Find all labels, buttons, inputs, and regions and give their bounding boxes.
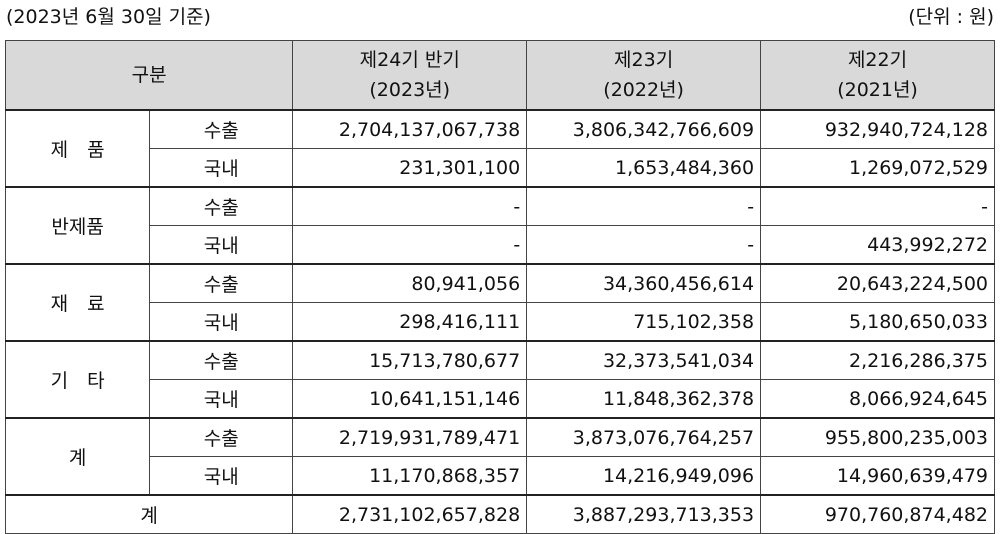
category-cell: 제 품: [4, 109, 151, 188]
value-cell: 1,269,072,529: [760, 148, 995, 188]
sales-table: 구분 제24기 반기 (2023년) 제23기 (2022년) 제22기 (20…: [4, 40, 995, 534]
category-cell: 반제품: [4, 186, 151, 265]
type-cell: 수출: [149, 417, 294, 457]
header-period-2: 제23기 (2022년): [526, 40, 762, 111]
header-period-3-line2: (2021년): [837, 79, 918, 101]
type-cell: 수출: [149, 186, 294, 226]
table-row: 국내 11,170,868,357 14,216,949,096 14,960,639…: [6, 456, 995, 496]
table-body: 제 품 수출 2,704,137,067,738 3,806,342,766,609 9…: [4, 109, 995, 534]
header-row: 구분 제24기 반기 (2023년) 제23기 (2022년) 제22기 (20…: [4, 40, 995, 111]
value-cell: -: [292, 186, 528, 226]
value-cell: 20,643,224,500: [760, 263, 995, 303]
header-period-1-line1: 제24기 반기: [359, 49, 460, 71]
value-cell: 715,102,358: [526, 302, 762, 342]
header-period-1: 제24기 반기 (2023년): [292, 40, 528, 111]
value-cell: 932,940,724,128: [760, 109, 995, 149]
value-cell: 32,373,541,034: [526, 340, 762, 380]
type-cell: 수출: [149, 109, 294, 149]
type-cell: 수출: [149, 263, 294, 303]
total-value-cell: 2,731,102,657,828: [292, 494, 528, 534]
total-row: 계 2,731,102,657,828 3,887,293,713,353 970,7…: [4, 494, 995, 534]
value-cell: 80,941,056: [292, 263, 528, 303]
value-cell: 11,848,362,378: [526, 379, 762, 419]
header-category: 구분: [4, 40, 294, 111]
value-cell: 11,170,868,357: [292, 456, 528, 496]
value-cell: 8,066,924,645: [760, 379, 995, 419]
total-label: 계: [4, 494, 294, 534]
category-cell: 재 료: [4, 263, 151, 342]
type-cell: 국내: [149, 225, 294, 265]
type-cell: 국내: [149, 379, 294, 419]
value-cell: 955,800,235,003: [760, 417, 995, 457]
header-period-2-line2: (2022년): [603, 79, 684, 101]
value-cell: 2,216,286,375: [760, 340, 995, 380]
category-cell: 계: [4, 417, 151, 496]
value-cell: 443,992,272: [760, 225, 995, 265]
table-row: 제 품 수출 2,704,137,067,738 3,806,342,766,609 9…: [4, 109, 995, 188]
value-cell: 5,180,650,033: [760, 302, 995, 342]
total-value-cell: 3,887,293,713,353: [526, 494, 762, 534]
table-row: 재 료 수출 80,941,056 34,360,456,614 20,643,224,…: [4, 263, 995, 342]
value-cell: 14,960,639,479: [760, 456, 995, 496]
value-cell: 298,416,111: [292, 302, 528, 342]
value-cell: 3,806,342,766,609: [526, 109, 762, 149]
header-period-1-line2: (2023년): [369, 79, 451, 101]
value-cell: 231,301,100: [292, 148, 528, 188]
header-period-3: 제22기 (2021년): [760, 40, 995, 111]
category-cell: 기 타: [4, 340, 151, 419]
table-row: 계 수출 2,719,931,789,471 3,873,076,764,257 955…: [4, 417, 995, 496]
header-period-2-line1: 제23기: [614, 49, 674, 71]
table-row: 국내 - -443,992,272: [6, 225, 995, 265]
type-cell: 수출: [149, 340, 294, 380]
value-cell: 2,704,137,067,738: [292, 109, 528, 149]
value-cell: 34,360,456,614: [526, 263, 762, 303]
table-row: 국내 231,301,100 1,653,484,360 1,269,072,529: [6, 148, 995, 188]
value-cell: 2,719,931,789,471: [292, 417, 528, 457]
total-value-cell: 970,760,874,482: [760, 494, 995, 534]
type-cell: 국내: [149, 302, 294, 342]
type-cell: 국내: [149, 456, 294, 496]
value-cell: 14,216,949,096: [526, 456, 762, 496]
type-cell: 국내: [149, 148, 294, 188]
table-row: 반제품 수출 - - -: [4, 186, 995, 265]
unit-note: (단위 : 원): [908, 5, 994, 28]
value-cell: -: [526, 225, 762, 265]
value-cell: 15,713,780,677: [292, 340, 528, 380]
header-period-3-line1: 제22기: [847, 49, 908, 71]
table-row: 기 타 수출 15,713,780,677 32,373,541,034 2,216,2…: [4, 340, 995, 419]
value-cell: -: [760, 186, 995, 226]
value-cell: 3,873,076,764,257: [526, 417, 762, 457]
table-row: 국내 10,641,151,146 11,848,362,378 8,066,924,…: [6, 379, 995, 419]
value-cell: -: [526, 186, 762, 226]
table-row: 국내 298,416,111 715,102,358 5,180,650,033: [6, 302, 995, 342]
table-caption: (2023년 6월 30일 기준) (단위 : 원): [6, 0, 994, 30]
value-cell: 1,653,484,360: [526, 148, 762, 188]
value-cell: -: [292, 225, 528, 265]
date-note: (2023년 6월 30일 기준): [6, 5, 211, 28]
value-cell: 10,641,151,146: [292, 379, 528, 419]
